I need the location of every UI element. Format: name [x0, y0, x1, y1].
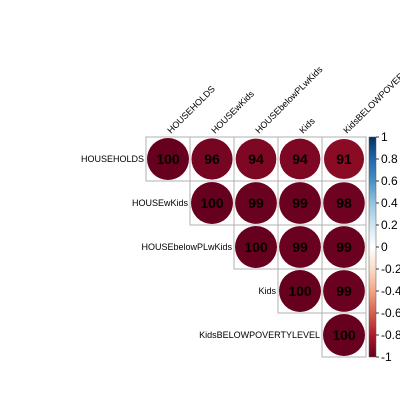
row-label: HOUSEwKids — [132, 198, 189, 208]
colorbar-ticks: 1 0.8 0.6 0.4 0.2 0 -0.2 -0.4 -0.6 -0.8 -1 — [376, 130, 400, 364]
row-label: KidsBELOWPOVERTYLEVEL — [199, 330, 320, 340]
correlation-circle — [147, 138, 189, 180]
colorbar-tick-label: 0.4 — [381, 196, 398, 210]
correlation-circle — [191, 182, 233, 224]
correlation-value-label: 100 — [156, 151, 180, 167]
correlation-circle — [323, 182, 365, 224]
column-labels: HOUSEHOLDSHOUSEwKidsHOUSEbelowPLwKidsKid… — [165, 43, 400, 136]
correlation-value-label: 99 — [336, 239, 352, 255]
correlation-value-label: 100 — [200, 195, 224, 211]
column-label: KidsBELOWPOVERTYLEVEL — [341, 43, 400, 136]
correlation-values: 100 96 94 94 91 100 99 99 98 100 99 99 100 99 100 — [156, 151, 356, 343]
colorbar-gradient — [368, 136, 377, 358]
correlation-circle — [323, 270, 365, 312]
correlation-value-label: 100 — [288, 283, 312, 299]
column-label: Kids — [297, 116, 317, 136]
correlation-circle — [279, 226, 321, 268]
correlation-value-label: 98 — [336, 195, 352, 211]
correlation-circle — [279, 270, 321, 312]
colorbar-tick-label: -0.4 — [381, 284, 400, 298]
colorbar-tick-label: 0.8 — [381, 152, 398, 166]
correlation-circle — [279, 182, 321, 224]
correlation-circle — [235, 182, 277, 224]
row-label: HOUSEHOLDS — [81, 154, 144, 164]
colorbar-tick-label: 0.6 — [381, 174, 398, 188]
correlation-circles — [147, 138, 365, 356]
colorbar-tick-label: -0.6 — [381, 306, 400, 320]
colorbar-tick-label: -1 — [381, 350, 392, 364]
correlation-value-label: 91 — [336, 151, 352, 167]
correlation-value-label: 94 — [292, 151, 308, 167]
grid-cell — [321, 312, 367, 358]
colorbar: 1 0.8 0.6 0.4 0.2 0 -0.2 -0.4 -0.6 -0.8 -1 — [368, 130, 400, 364]
correlation-circle — [323, 314, 365, 356]
correlation-circle — [323, 226, 365, 268]
row-labels: HOUSEHOLDS HOUSEwKids HOUSEbelowPLwKids Kid… — [81, 154, 320, 340]
correlation-circle — [323, 138, 365, 180]
colorbar-tick-label: 1 — [381, 130, 388, 144]
column-label: HOUSEwKids — [209, 88, 256, 135]
correlation-value-label: 100 — [244, 239, 268, 255]
correlation-circle — [235, 138, 277, 180]
correlation-value-label: 99 — [292, 239, 308, 255]
correlation-value-label: 99 — [336, 283, 352, 299]
row-label: HOUSEbelowPLwKids — [141, 242, 232, 252]
grid — [145, 136, 367, 358]
colorbar-tick-label: 0.2 — [381, 218, 398, 232]
correlation-circle — [191, 138, 233, 180]
correlation-value-label: 99 — [248, 195, 264, 211]
correlation-value-label: 100 — [332, 327, 356, 343]
correlation-circle — [235, 226, 277, 268]
correlation-value-label: 94 — [248, 151, 264, 167]
colorbar-tick-label: 0 — [381, 240, 388, 254]
correlation-value-label: 99 — [292, 195, 308, 211]
correlation-value-label: 96 — [204, 151, 220, 167]
colorbar-tick-label: -0.2 — [381, 262, 400, 276]
correlation-circle — [279, 138, 321, 180]
colorbar-tick-label: -0.8 — [381, 328, 400, 342]
row-label: Kids — [258, 286, 276, 296]
